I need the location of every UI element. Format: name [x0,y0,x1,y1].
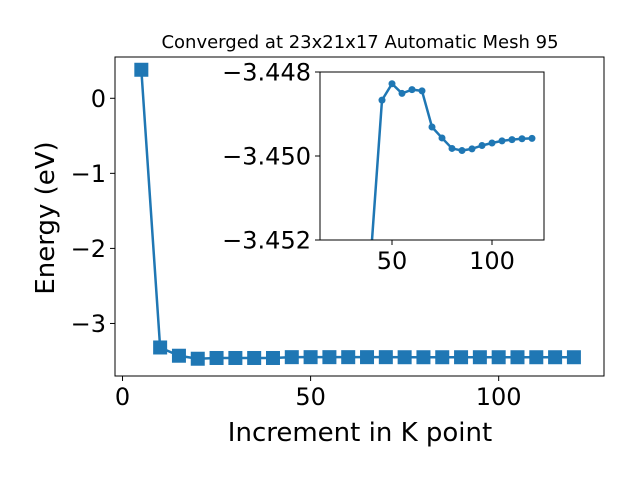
data-point [468,145,476,153]
data-point [418,87,426,95]
main-ticks: 0 50 100 0 −1 −2 −3 [71,85,522,411]
data-point [435,350,450,365]
data-point [478,142,486,149]
x-tick-label: 100 [469,247,515,275]
x-tick-label: 0 [115,383,130,411]
data-point [284,350,299,365]
data-point [388,80,396,88]
y-tick-label: −3.452 [222,227,311,255]
inset-plot-frame [319,71,545,241]
data-point [171,348,186,363]
data-point [566,350,581,365]
data-point [510,350,525,365]
x-axis-label: Increment in K point [228,418,492,448]
data-point [488,139,496,147]
data-point [491,350,506,365]
data-point [265,350,280,365]
data-point [190,351,205,366]
data-point [153,340,168,355]
inset-chart: 50 100 −3.452 −3.450 −3.448 [222,59,545,275]
data-point [360,350,375,365]
data-point [408,86,416,94]
y-axis-label: Energy (eV) [31,141,61,294]
data-point [398,89,406,97]
data-point [548,350,563,365]
x-tick-label: 100 [476,383,522,411]
data-point [397,350,412,365]
data-point [134,62,149,77]
data-point [378,350,393,365]
data-point [528,134,536,142]
data-point [303,350,318,365]
data-point [529,350,544,365]
data-point [454,350,469,365]
y-tick-label: −2 [71,235,106,263]
y-tick-label: −3.448 [222,59,311,87]
chart-title: Converged at 23x21x17 Automatic Mesh 95 [161,32,558,53]
data-point [416,350,431,365]
data-point [228,350,243,365]
y-tick-label: 0 [91,85,106,113]
data-point [378,96,386,104]
x-tick-label: 50 [377,247,408,275]
data-point [341,350,356,365]
y-tick-label: −3.450 [222,143,311,171]
data-point [209,350,224,365]
data-point [518,135,526,143]
y-tick-label: −1 [71,160,106,188]
main-series [134,62,581,366]
y-tick-label: −3 [71,310,106,338]
data-point [472,350,487,365]
main-plot-frame [114,56,605,377]
data-point [448,144,456,152]
x-tick-label: 50 [295,383,326,411]
data-point [508,136,516,144]
data-point [247,350,262,365]
data-point [498,137,506,145]
data-point [438,134,446,142]
data-point [428,123,436,131]
data-point [322,350,337,365]
inset-series [370,80,536,241]
inset-background [320,72,544,240]
main-chart: Converged at 23x21x17 Automatic Mesh 95 … [31,32,605,448]
data-point [458,147,466,155]
inset-ticks: 50 100 −3.452 −3.450 −3.448 [222,59,515,275]
